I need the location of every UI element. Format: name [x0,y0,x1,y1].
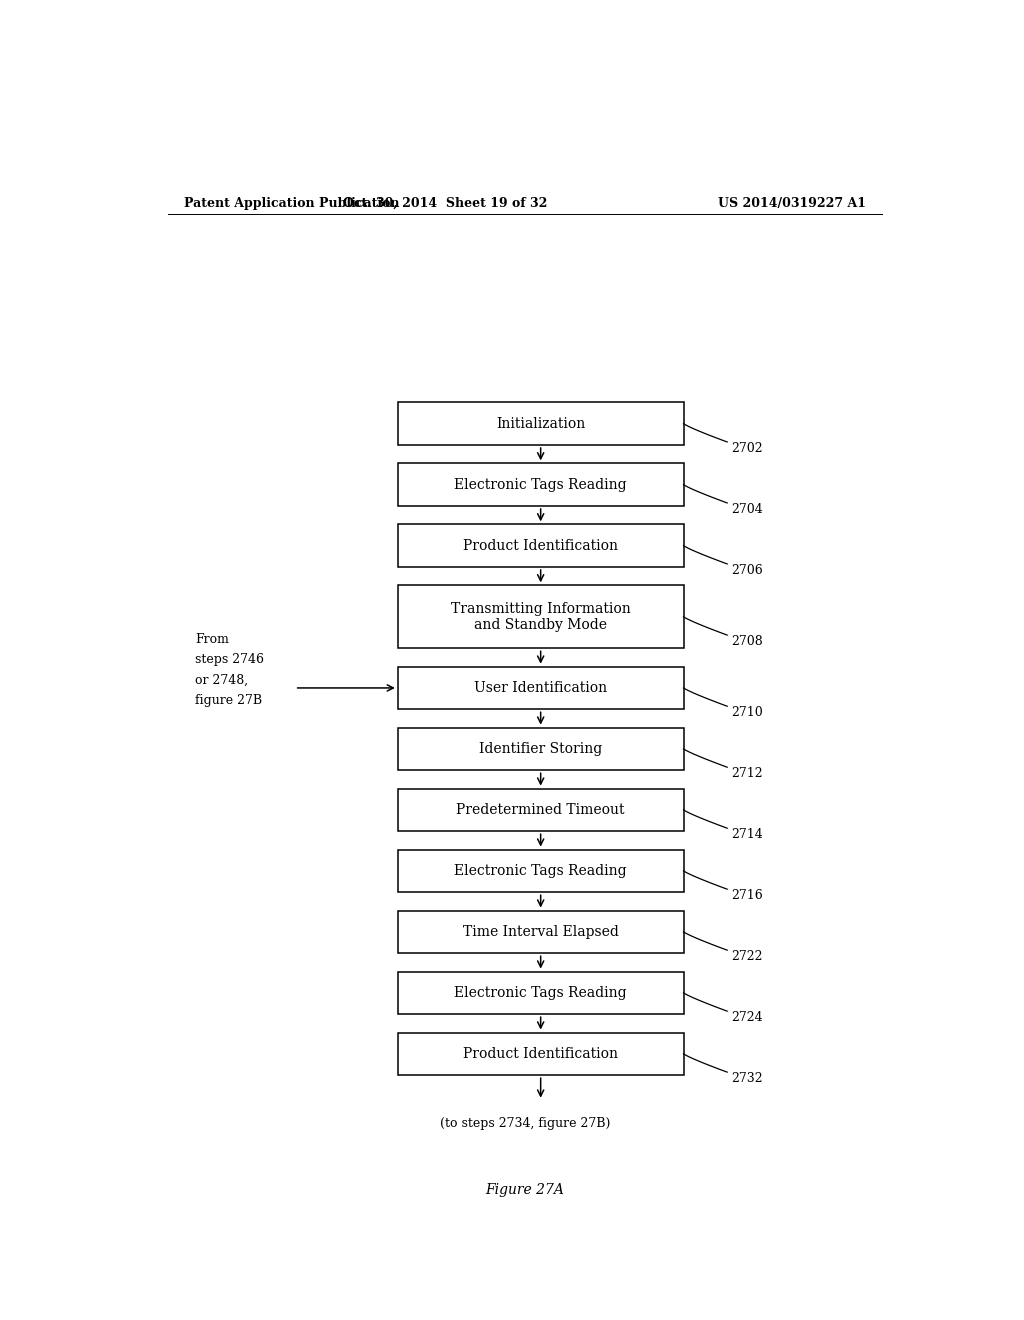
Text: 2716: 2716 [731,888,763,902]
Text: steps 2746: steps 2746 [196,653,264,667]
Text: Electronic Tags Reading: Electronic Tags Reading [455,863,627,878]
Text: Product Identification: Product Identification [463,1047,618,1061]
Text: Patent Application Publication: Patent Application Publication [183,197,399,210]
Text: (to steps 2734, figure 27B): (to steps 2734, figure 27B) [439,1118,610,1130]
Text: 2710: 2710 [731,706,763,719]
Text: 2708: 2708 [731,635,763,648]
Text: 2732: 2732 [731,1072,763,1085]
Text: 2702: 2702 [731,442,763,454]
Text: From: From [196,632,229,645]
Text: US 2014/0319227 A1: US 2014/0319227 A1 [718,197,866,210]
Bar [397,972,684,1014]
Text: Predetermined Timeout: Predetermined Timeout [457,803,625,817]
Text: Figure 27A: Figure 27A [485,1183,564,1197]
Bar [397,524,684,568]
Bar [397,788,684,832]
Bar [397,463,684,506]
Text: Product Identification: Product Identification [463,539,618,553]
Text: Oct. 30, 2014  Sheet 19 of 32: Oct. 30, 2014 Sheet 19 of 32 [343,197,548,210]
Bar [397,403,684,445]
Bar [397,911,684,953]
Text: or 2748,: or 2748, [196,673,249,686]
Text: 2706: 2706 [731,564,763,577]
Text: figure 27B: figure 27B [196,693,262,706]
Text: 2704: 2704 [731,503,763,516]
Text: Electronic Tags Reading: Electronic Tags Reading [455,986,627,999]
Bar [397,850,684,892]
Bar [397,667,684,709]
Text: User Identification: User Identification [474,681,607,694]
Bar [397,727,684,771]
Text: 2712: 2712 [731,767,763,780]
Text: 2714: 2714 [731,828,763,841]
Text: Transmitting Information
and Standby Mode: Transmitting Information and Standby Mod… [451,602,631,632]
Text: Time Interval Elapsed: Time Interval Elapsed [463,925,618,939]
Text: 2722: 2722 [731,950,763,962]
Bar [397,1032,684,1076]
Text: 2724: 2724 [731,1011,763,1024]
Bar [397,585,684,648]
Text: Identifier Storing: Identifier Storing [479,742,602,756]
Text: Initialization: Initialization [496,417,586,430]
Text: Electronic Tags Reading: Electronic Tags Reading [455,478,627,491]
